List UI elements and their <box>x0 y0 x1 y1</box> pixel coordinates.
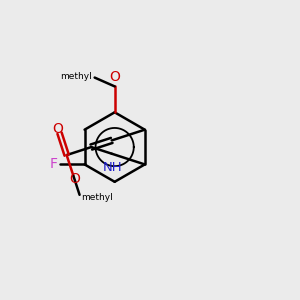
Text: methyl: methyl <box>60 72 92 81</box>
Text: NH: NH <box>103 161 122 174</box>
Text: F: F <box>50 158 58 171</box>
Text: methyl: methyl <box>81 193 112 202</box>
Text: O: O <box>69 172 80 186</box>
Text: O: O <box>109 70 120 84</box>
Text: O: O <box>53 122 64 136</box>
